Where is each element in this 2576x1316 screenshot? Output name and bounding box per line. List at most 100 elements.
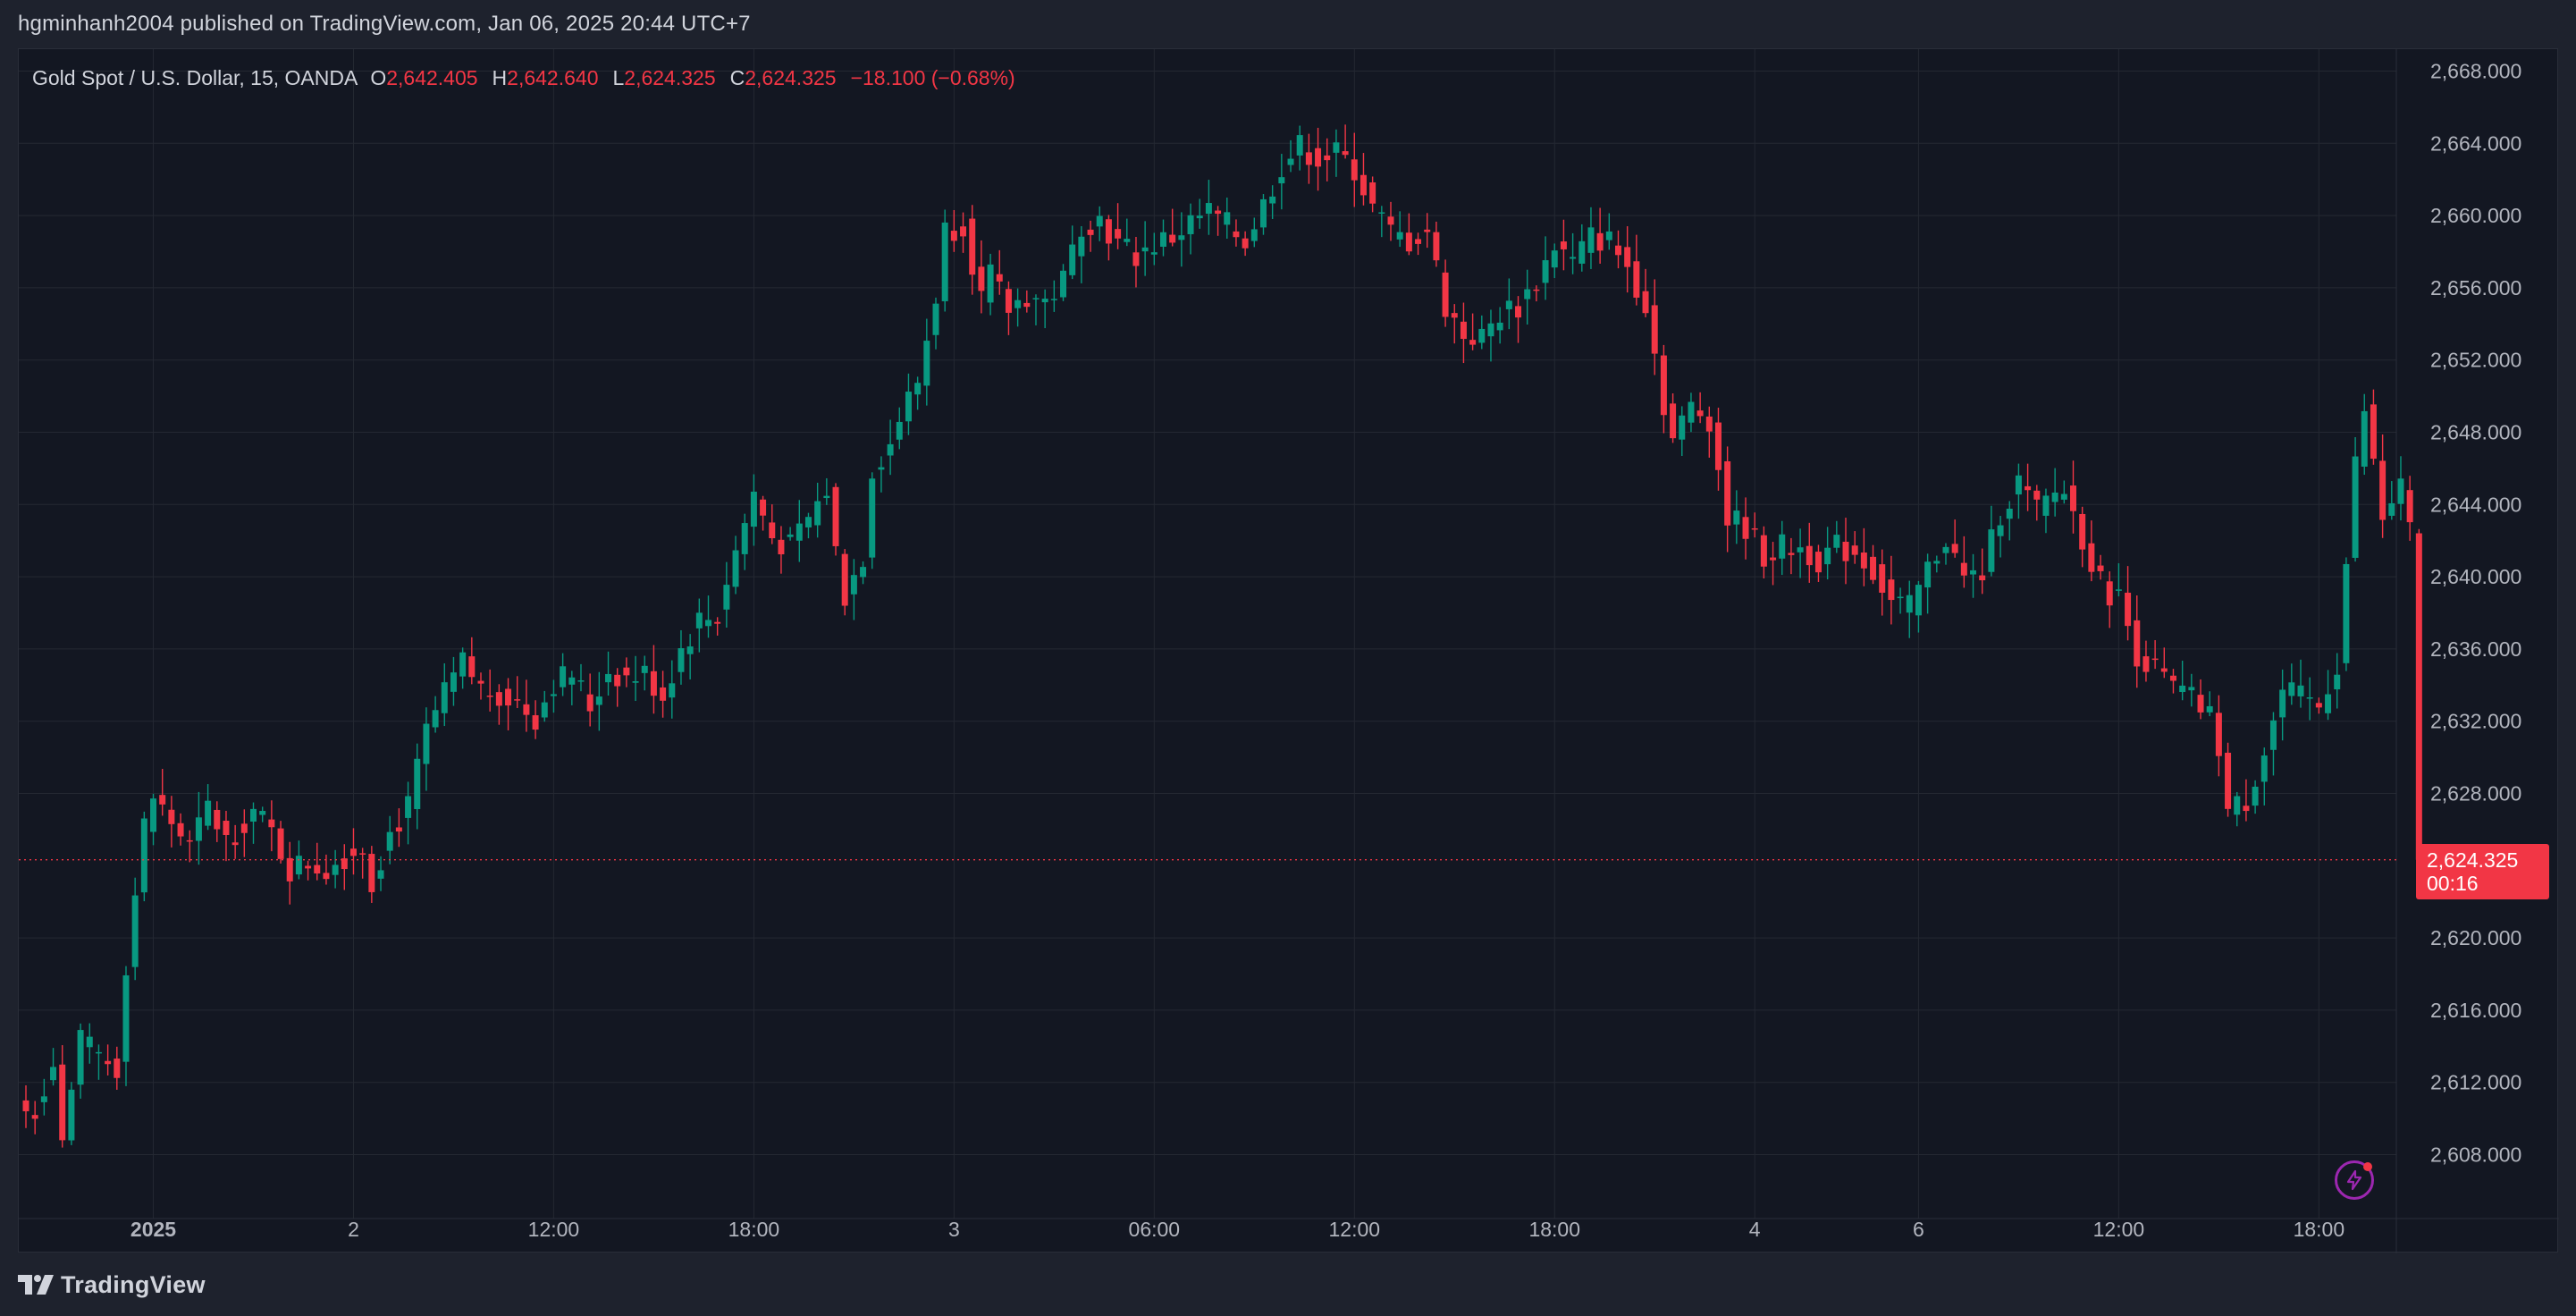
- candle-body: [341, 858, 348, 870]
- candle-body: [796, 523, 803, 541]
- close-key: C: [729, 65, 745, 89]
- candle-body: [1124, 239, 1131, 242]
- candle-body: [1169, 234, 1176, 243]
- candle-body: [804, 517, 812, 527]
- candle-body: [368, 854, 375, 892]
- candle-body: [950, 231, 957, 241]
- candle-body: [2315, 703, 2322, 708]
- candle-body: [140, 818, 147, 893]
- candle-body: [2025, 485, 2032, 491]
- candle-body: [695, 612, 703, 628]
- candle-body: [105, 1060, 112, 1065]
- candle-body: [2215, 713, 2222, 756]
- candle-body: [1078, 236, 1085, 257]
- candle-body: [1605, 231, 1612, 240]
- candle-body: [2169, 675, 2176, 681]
- candle-body: [1879, 564, 1886, 593]
- publisher-line: hgminhanh2004 published on TradingView.c…: [18, 12, 751, 36]
- candle-body: [1487, 323, 1494, 337]
- candle-body: [1333, 142, 1340, 153]
- candle-body: [823, 495, 830, 499]
- candle-body: [1696, 410, 1704, 417]
- candle-body: [705, 620, 711, 627]
- candle-body: [1087, 229, 1094, 235]
- candle-body: [1478, 328, 1486, 343]
- candle-body: [1906, 595, 1913, 613]
- candle-body: [1115, 229, 1122, 239]
- candle-body: [2252, 786, 2259, 806]
- candle-body: [1150, 252, 1158, 255]
- candle-body: [787, 534, 794, 537]
- tradingview-logo-icon: [18, 1275, 54, 1295]
- candle-body: [495, 692, 502, 706]
- x-tick-label: 3: [948, 1218, 960, 1241]
- candle-body: [423, 723, 430, 764]
- candle-body: [577, 680, 585, 682]
- candle-body: [769, 522, 776, 539]
- candle-body: [477, 680, 484, 684]
- x-tick-label: 06:00: [1129, 1218, 1181, 1241]
- candle-body: [1351, 159, 1358, 181]
- candle-body: [1542, 260, 1549, 283]
- candle-body: [1960, 562, 1967, 576]
- candle-body: [2142, 656, 2150, 672]
- lightning-bolt-icon[interactable]: [2335, 1160, 2374, 1200]
- candle-body: [623, 667, 630, 676]
- candle-body: [377, 870, 384, 879]
- x-tick-label: 6: [1913, 1218, 1924, 1241]
- candle-body: [2415, 533, 2422, 860]
- candle-body: [1460, 321, 1467, 340]
- candle-body: [2151, 658, 2159, 661]
- change-value: −18.100 (−0.68%): [850, 65, 1015, 89]
- candle-body: [1424, 229, 1431, 232]
- x-tick-label: 4: [1749, 1218, 1761, 1241]
- candle-body: [741, 523, 748, 554]
- candle-body: [541, 702, 548, 718]
- candle-body: [595, 696, 602, 705]
- candle-body: [1515, 306, 1522, 318]
- candle-body: [2334, 674, 2341, 690]
- y-tick-label: 2,652.000: [2430, 349, 2521, 372]
- candle-body: [850, 575, 857, 595]
- candle-body: [614, 674, 621, 687]
- candle-body: [1396, 232, 1403, 240]
- candle-body: [1624, 247, 1631, 267]
- candle-body: [150, 798, 157, 832]
- candle-body: [1387, 216, 1394, 225]
- candle-body: [1305, 152, 1312, 165]
- candle-body: [259, 811, 266, 815]
- candle-body: [1897, 596, 1904, 599]
- y-tick-label: 2,612.000: [2430, 1071, 2521, 1094]
- candle-body: [2325, 694, 2332, 713]
- y-tick-label: 2,644.000: [2430, 493, 2521, 516]
- high-value: 2,642.640: [507, 65, 599, 89]
- candlestick-chart[interactable]: 2,668.000 2,664.000 2,660.000 2,656.000 2,65…: [19, 49, 2559, 1253]
- candle-body: [1469, 340, 1477, 345]
- candle-body: [295, 856, 302, 875]
- y-tick-label: 2,616.000: [2430, 999, 2521, 1022]
- candle-body: [131, 895, 139, 967]
- candle-body: [2243, 806, 2250, 812]
- candle-body: [514, 699, 521, 701]
- candle-body: [760, 499, 767, 516]
- candle-body: [1451, 313, 1458, 318]
- candle-body: [932, 303, 939, 335]
- candle-body: [1751, 527, 1758, 530]
- candle-body: [1224, 212, 1231, 225]
- candle-body: [1760, 535, 1767, 567]
- footer-brand[interactable]: TradingView: [18, 1264, 206, 1305]
- candle-body: [1296, 135, 1303, 156]
- chart-panel[interactable]: 2,668.000 2,664.000 2,660.000 2,656.000 2,65…: [18, 48, 2559, 1253]
- symbol-label[interactable]: Gold Spot / U.S. Dollar, 15, OANDA: [32, 65, 358, 89]
- candle-body: [240, 823, 248, 833]
- candle-body: [1233, 231, 1240, 238]
- candle-body: [2343, 563, 2350, 663]
- candle-body: [1141, 247, 1149, 252]
- candle-body: [1433, 232, 1440, 261]
- candle-body: [568, 677, 576, 685]
- candle-body: [323, 873, 330, 880]
- candle-body: [1287, 158, 1294, 165]
- candle-body: [1570, 257, 1577, 259]
- x-tick-label: 2: [348, 1218, 359, 1241]
- candle-body: [40, 1096, 47, 1102]
